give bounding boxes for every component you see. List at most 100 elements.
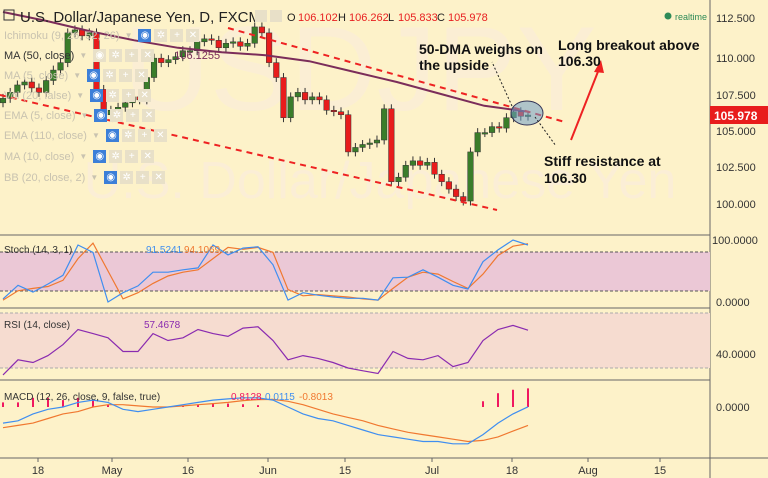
- candle: [172, 56, 179, 60]
- stoch-k-value: 91.5241: [146, 245, 183, 256]
- breakout-arrowhead: [594, 60, 604, 73]
- eye-icon[interactable]: ◉: [87, 69, 101, 82]
- legend-item[interactable]: MA (50, close) ▼ ◉ ✲ + ✕ 106.1255: [4, 49, 220, 62]
- eye-icon[interactable]: ◉: [94, 109, 108, 122]
- close-icon[interactable]: ✕: [138, 89, 152, 102]
- macd-value: 0.0115: [265, 392, 295, 403]
- gear-icon[interactable]: [270, 10, 282, 22]
- dropdown-caret-icon[interactable]: ▼: [80, 111, 89, 120]
- candle: [0, 98, 7, 104]
- candle: [64, 32, 71, 63]
- dropdown-caret-icon[interactable]: ▼: [76, 91, 85, 100]
- annotation-dma: 50-DMA weighs on: [419, 41, 543, 57]
- x-tick: 18: [32, 465, 44, 477]
- legend-label: MA (5, close): [4, 69, 69, 82]
- candle: [496, 126, 503, 129]
- close-icon[interactable]: ✕: [141, 150, 155, 163]
- eye-icon[interactable]: ◉: [138, 29, 152, 42]
- candle: [35, 87, 43, 93]
- gear-icon[interactable]: ✲: [121, 129, 135, 142]
- eye-icon[interactable]: ◉: [93, 49, 107, 62]
- candle: [381, 108, 388, 141]
- legend-item[interactable]: EMA (5, close) ▼ ◉ ✲ + ✕: [4, 109, 156, 122]
- legend-item[interactable]: MA (5, close) ▼ ◉ ✲ + ✕: [4, 69, 149, 82]
- eye-icon[interactable]: ◉: [93, 150, 107, 163]
- eye-icon[interactable]: ◉: [90, 89, 104, 102]
- macd-label[interactable]: MACD (12, 26, close, 9, false, true): [4, 392, 160, 403]
- gear-icon[interactable]: ✲: [109, 150, 123, 163]
- close-icon[interactable]: ✕: [141, 49, 155, 62]
- close-icon[interactable]: ✕: [152, 171, 166, 184]
- candle: [316, 96, 323, 101]
- close-icon[interactable]: ✕: [135, 69, 149, 82]
- legend-item[interactable]: BB (20, close, 2) ▼ ◉ ✲ + ✕: [4, 171, 166, 184]
- plus-icon[interactable]: +: [137, 129, 151, 142]
- open-value: 106.102: [298, 12, 338, 24]
- candle: [337, 111, 345, 115]
- highlight-ellipse: [510, 100, 544, 126]
- gear-icon[interactable]: ✲: [103, 69, 117, 82]
- candle: [43, 80, 50, 93]
- candle: [417, 160, 424, 166]
- gear-icon[interactable]: ✲: [106, 89, 120, 102]
- visibility-icon[interactable]: [255, 10, 267, 22]
- dropdown-caret-icon[interactable]: ▼: [124, 31, 133, 40]
- legend-item[interactable]: EMA (110, close) ▼ ◉ ✲ + ✕: [4, 129, 167, 142]
- macd-hist-value: 0.8128: [231, 392, 262, 403]
- dropdown-caret-icon[interactable]: ▼: [79, 152, 88, 161]
- dropdown-caret-icon[interactable]: ▼: [90, 173, 99, 182]
- x-tick: 15: [654, 465, 666, 477]
- y-tick: 102.500: [716, 162, 756, 174]
- macd-signal-line: [2, 398, 529, 443]
- close-icon[interactable]: ✕: [153, 129, 167, 142]
- plus-icon[interactable]: +: [122, 89, 136, 102]
- annotation-breakout: 106.30: [558, 53, 601, 69]
- candle: [7, 92, 14, 99]
- gear-icon[interactable]: ✲: [120, 171, 134, 184]
- legend-item[interactable]: Ichimoku (9, 26, 52, 26) ▼ ◉ ✲ + ✕: [4, 29, 200, 42]
- candle: [366, 142, 373, 145]
- dropdown-caret-icon[interactable]: ▼: [79, 51, 88, 60]
- candle: [50, 69, 57, 81]
- y-tick: 110.000: [716, 53, 755, 65]
- gear-icon[interactable]: ✲: [110, 109, 124, 122]
- close-icon[interactable]: ✕: [186, 29, 200, 42]
- candle: [280, 77, 287, 118]
- low-value: 105.833: [398, 12, 438, 24]
- eye-icon[interactable]: ◉: [105, 129, 119, 142]
- close-icon[interactable]: ✕: [142, 109, 156, 122]
- plus-icon[interactable]: +: [136, 171, 150, 184]
- symbol-title[interactable]: U.S. Dollar/Japanese Yen, D, FXCM: [20, 9, 261, 26]
- breakout-arrow: [570, 63, 602, 141]
- plus-icon[interactable]: +: [170, 29, 184, 42]
- dropdown-caret-icon[interactable]: ▼: [91, 131, 100, 140]
- close-label: C: [437, 12, 445, 24]
- legend-label: MA (50, close): [4, 49, 75, 62]
- plus-icon[interactable]: +: [126, 109, 140, 122]
- y-tick: 0.0000: [716, 402, 750, 414]
- realtime-label: realtime: [675, 12, 707, 22]
- gear-icon[interactable]: ✲: [109, 49, 123, 62]
- realtime-dot-icon: [664, 12, 672, 20]
- legend-label: Vol (20, false): [4, 89, 72, 102]
- plus-icon[interactable]: +: [125, 49, 139, 62]
- legend-label: EMA (5, close): [4, 109, 76, 122]
- candle: [359, 144, 366, 148]
- last-price-value: 105.978: [714, 109, 758, 123]
- collapse-icon[interactable]: [3, 9, 15, 21]
- legend-label: EMA (110, close): [4, 129, 87, 142]
- rsi-label[interactable]: RSI (14, close): [4, 320, 70, 331]
- candle: [86, 32, 93, 37]
- candle: [453, 188, 460, 197]
- plus-icon[interactable]: +: [125, 150, 139, 163]
- plus-icon[interactable]: +: [119, 69, 133, 82]
- stoch-label[interactable]: Stoch (14, 3, 1): [4, 245, 72, 256]
- legend-label: Ichimoku (9, 26, 52, 26): [4, 29, 120, 42]
- dropdown-caret-icon[interactable]: ▼: [73, 71, 82, 80]
- legend-item[interactable]: MA (10, close) ▼ ◉ ✲ + ✕: [4, 150, 155, 163]
- legend-item[interactable]: Vol (20, false) ▼ ◉ ✲ + ✕: [4, 89, 152, 102]
- gear-icon[interactable]: ✲: [154, 29, 168, 42]
- eye-icon[interactable]: ◉: [104, 171, 118, 184]
- legend-label: BB (20, close, 2): [4, 171, 86, 184]
